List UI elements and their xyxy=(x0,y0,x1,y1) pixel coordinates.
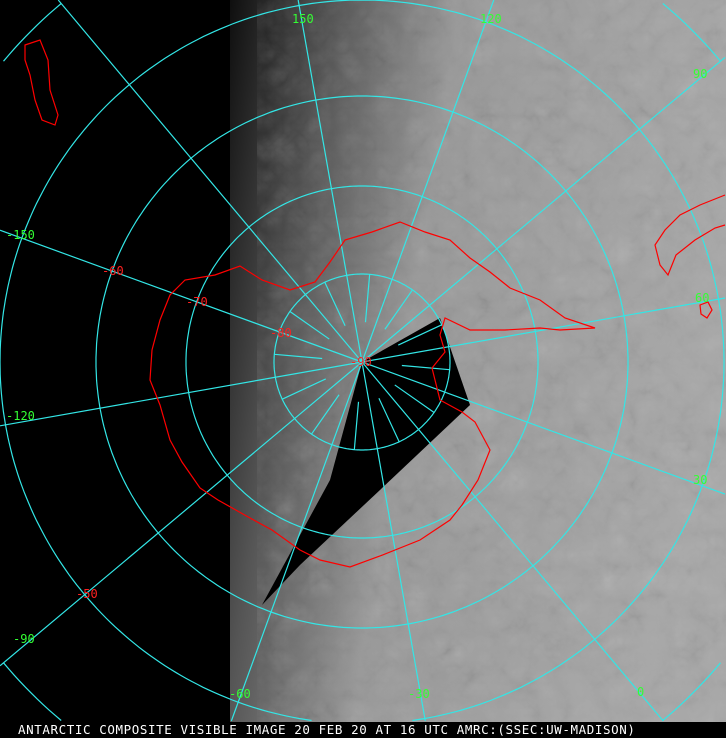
new-zealand-coastline xyxy=(24,39,59,126)
longitude-label-minus150: -150 xyxy=(6,228,35,242)
latitude-circle xyxy=(3,662,62,721)
longitude-label-120: 120 xyxy=(480,12,502,26)
longitude-label-minus30: -30 xyxy=(408,687,430,701)
latitude-circle xyxy=(3,3,62,62)
meridian-line xyxy=(281,378,327,400)
latitude-circle xyxy=(95,95,629,629)
meridian-line xyxy=(230,361,363,722)
meridian-line xyxy=(397,324,443,346)
meridian-line xyxy=(361,361,664,722)
longitude-label-minus90: -90 xyxy=(13,632,35,646)
longitude-label-60: 60 xyxy=(695,291,710,305)
longitude-label-150: 150 xyxy=(292,12,314,26)
island-outline xyxy=(699,301,713,319)
meridian-line xyxy=(353,401,360,450)
latitude-label-minus60: -60 xyxy=(102,264,124,278)
longitude-label-0: 0 xyxy=(637,685,645,699)
satellite-map xyxy=(0,0,726,722)
meridian-line xyxy=(311,394,340,435)
latitude-label-minus70: -70 xyxy=(186,295,208,309)
latitude-label-minus80: -80 xyxy=(270,326,292,340)
latitude-label-minus50: -50 xyxy=(76,587,98,601)
meridian-line xyxy=(384,289,413,330)
coastline xyxy=(24,39,726,568)
meridian-line xyxy=(401,364,450,371)
longitude-label-90: 90 xyxy=(693,67,708,81)
longitude-label-minus60: -60 xyxy=(229,687,251,701)
longitude-label-30: 30 xyxy=(693,473,708,487)
longitude-label-minus120: -120 xyxy=(6,409,35,423)
latitude-circle xyxy=(662,3,721,62)
meridian-line xyxy=(0,229,363,363)
latitude-circle xyxy=(185,185,539,539)
latitude-circle xyxy=(412,361,725,722)
meridian-line xyxy=(297,0,363,363)
latitude-circle xyxy=(273,273,451,451)
meridian-line xyxy=(361,0,495,363)
antarctica-coastline xyxy=(149,221,596,568)
meridian-line xyxy=(274,353,323,360)
latitude-circle xyxy=(0,0,725,722)
meridian-line xyxy=(0,361,363,667)
south-america-coastline xyxy=(654,194,726,277)
meridian-line xyxy=(289,311,330,340)
meridian-line xyxy=(0,361,363,427)
meridian-line xyxy=(57,0,363,363)
latitude-label-minus90: -90 xyxy=(350,355,372,369)
meridian-line xyxy=(378,397,400,443)
missing-data-swath xyxy=(262,318,470,605)
meridian-line xyxy=(364,274,371,323)
meridian-line xyxy=(394,384,435,413)
image-caption: ANTARCTIC COMPOSITE VISIBLE IMAGE 20 FEB… xyxy=(0,722,726,738)
meridian-line xyxy=(324,281,346,327)
meridian-line xyxy=(361,361,726,495)
night-region xyxy=(0,0,230,722)
meridian-line xyxy=(361,297,726,363)
latitude-circle xyxy=(662,662,721,721)
graticule xyxy=(0,0,726,722)
meridian-line xyxy=(361,56,726,363)
meridian-line xyxy=(361,361,426,722)
